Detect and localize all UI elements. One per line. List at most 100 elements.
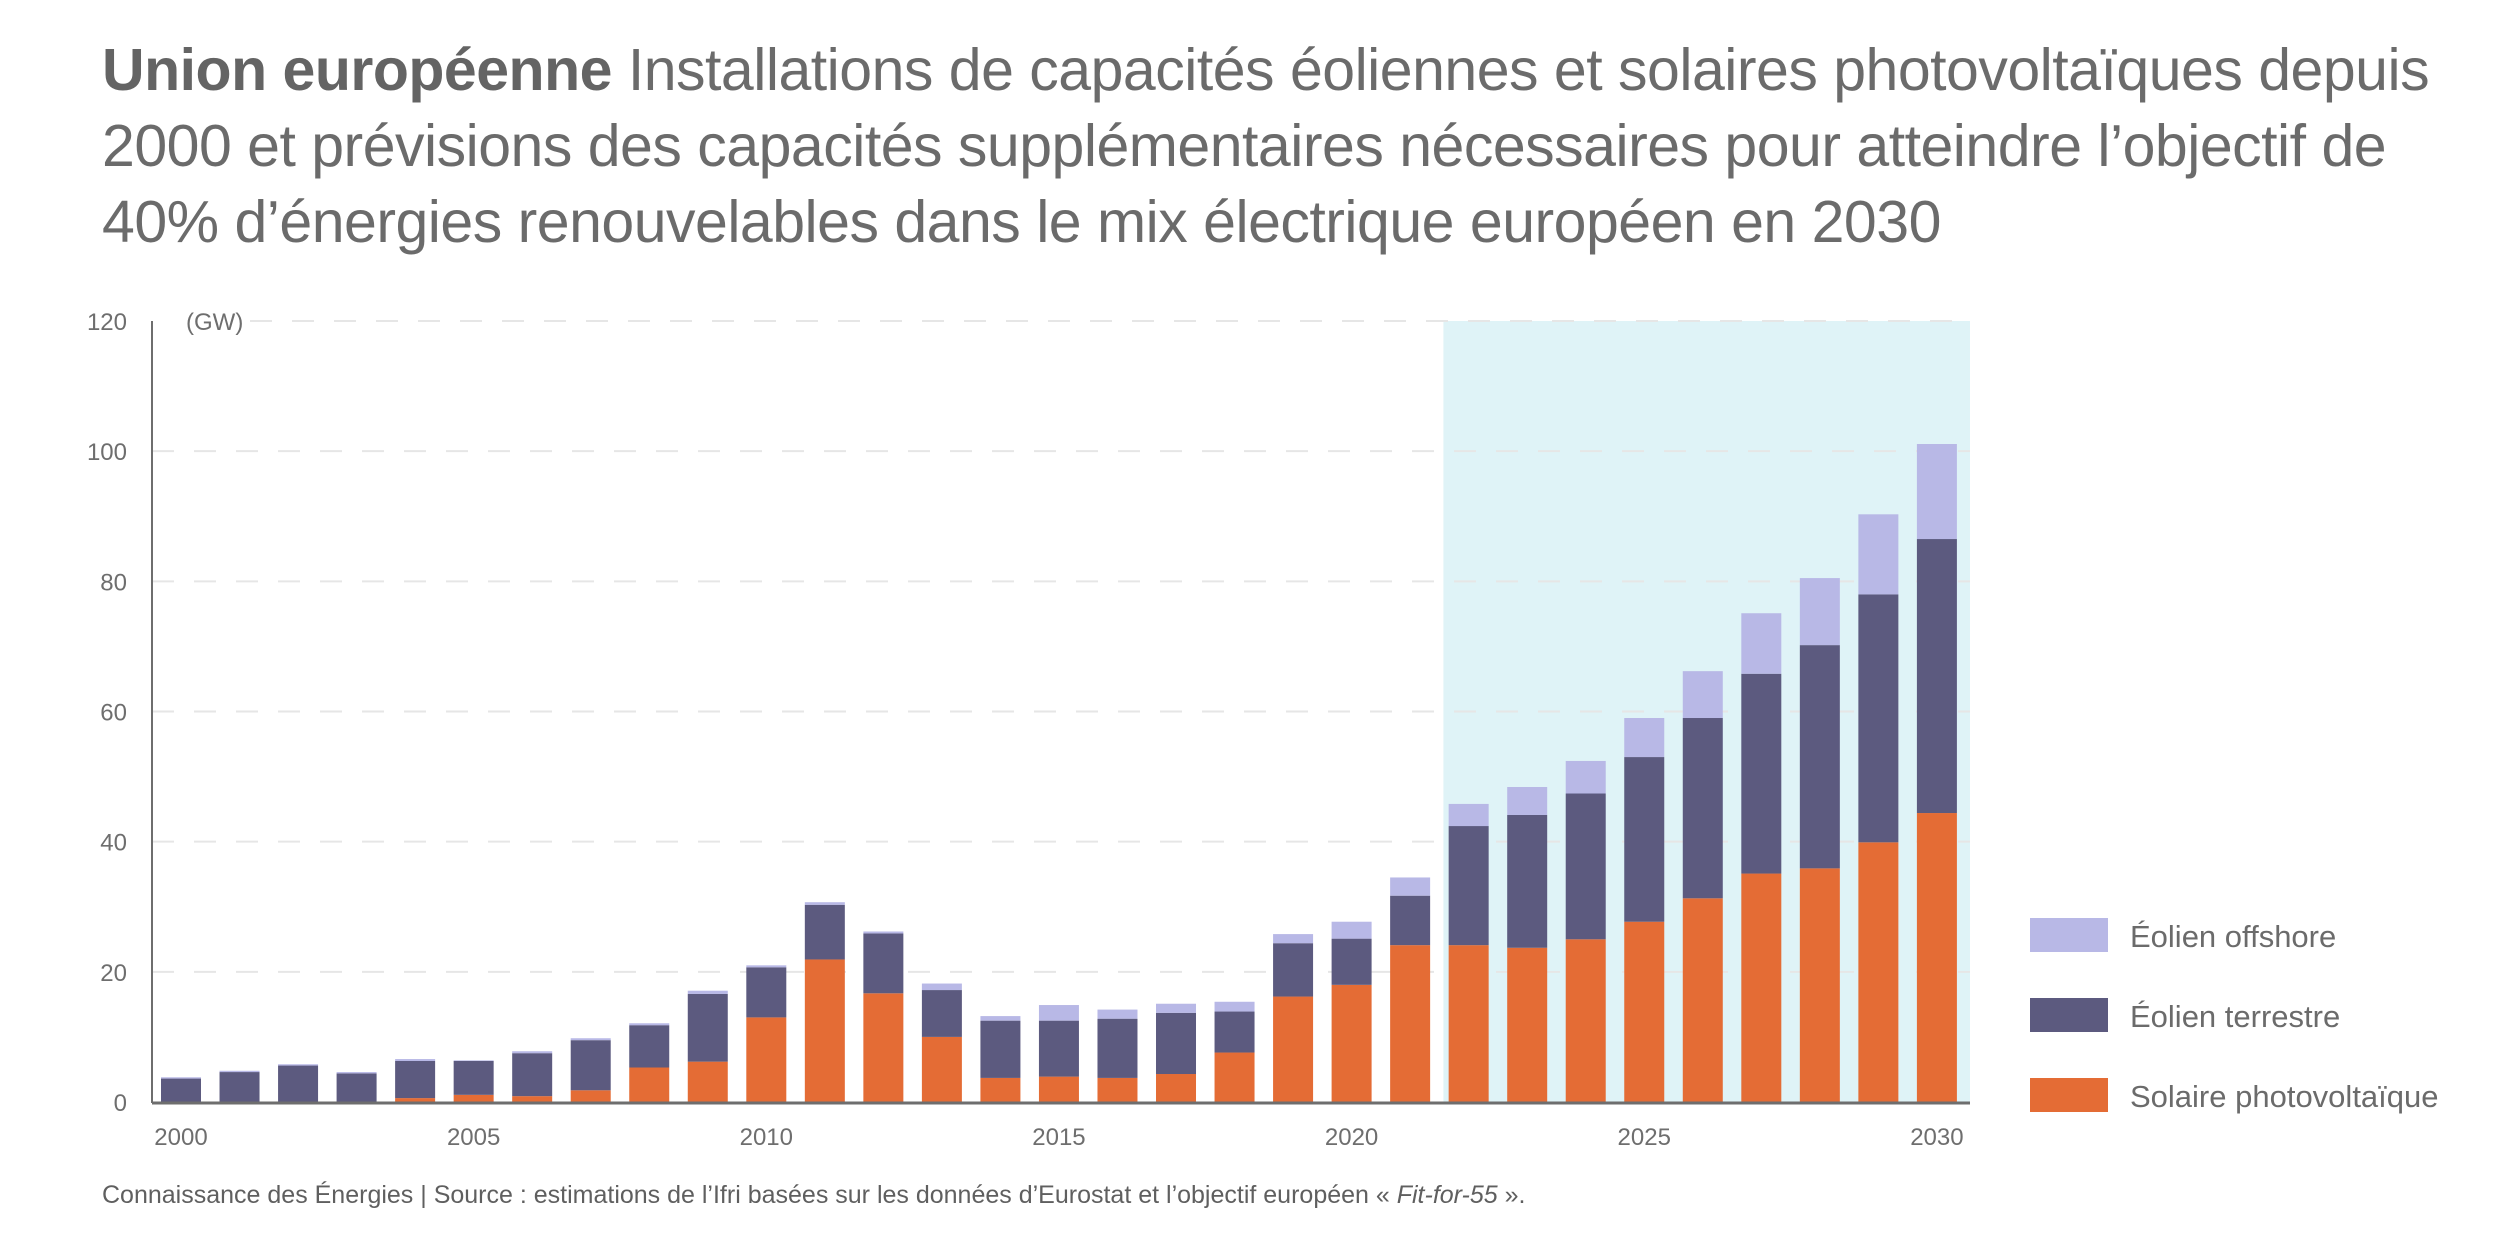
bar-onshore-2000 xyxy=(161,1078,201,1102)
bar-group-2003 xyxy=(336,1072,377,1102)
bar-offshore-2008 xyxy=(629,1023,670,1026)
footer-end: ». xyxy=(1497,1181,1526,1209)
bar-onshore-2028 xyxy=(1799,645,1840,869)
legend-label-offshore: Éolien offshore xyxy=(2130,919,2336,954)
bar-onshore-2010 xyxy=(746,967,787,1018)
bar-onshore-2006 xyxy=(512,1053,553,1097)
bar-onshore-2008 xyxy=(629,1025,670,1068)
bar-group-2027 xyxy=(1741,613,1782,1102)
bar-offshore-2005 xyxy=(453,1060,494,1061)
bar-onshore-2005 xyxy=(453,1060,494,1095)
bar-solar-2006 xyxy=(512,1096,553,1102)
source-footer: Connaissance des Énergies | Source : est… xyxy=(102,1181,1525,1210)
bar-group-2024 xyxy=(1565,760,1606,1102)
bar-group-2001 xyxy=(219,1070,260,1102)
bar-offshore-2004 xyxy=(395,1059,436,1061)
bar-solar-2014 xyxy=(980,1077,1021,1102)
bar-offshore-2026 xyxy=(1682,671,1723,719)
bar-group-2021 xyxy=(1390,877,1431,1102)
bar-group-2008 xyxy=(629,1023,670,1102)
bar-offshore-2017 xyxy=(1156,1003,1197,1013)
chart-title-bold: Union européenne xyxy=(102,37,612,103)
y-tick-label-80: 80 xyxy=(100,569,127,596)
bar-solar-2004 xyxy=(395,1098,436,1102)
bar-onshore-2015 xyxy=(1038,1020,1079,1077)
footer-italic: Fit-for-55 xyxy=(1396,1181,1498,1209)
bar-offshore-2006 xyxy=(512,1051,553,1054)
bar-onshore-2029 xyxy=(1858,594,1899,843)
legend-swatch-offshore xyxy=(2030,918,2108,952)
bar-solar-2016 xyxy=(1097,1077,1138,1102)
y-tick-label-0: 0 xyxy=(114,1090,127,1117)
bar-onshore-2018 xyxy=(1214,1011,1255,1053)
bars xyxy=(161,444,1957,1102)
y-tick-label-20: 20 xyxy=(100,960,127,987)
bar-onshore-2027 xyxy=(1741,673,1782,874)
footer-text: Connaissance des Énergies | Source : est… xyxy=(102,1181,1397,1209)
bar-offshore-2019 xyxy=(1273,934,1314,944)
bar-offshore-2023 xyxy=(1507,786,1548,815)
bar-solar-2011 xyxy=(804,959,845,1102)
bar-offshore-2029 xyxy=(1858,514,1899,595)
bar-offshore-2025 xyxy=(1624,718,1665,758)
bar-offshore-2020 xyxy=(1331,921,1372,939)
x-tick-label-2030: 2030 xyxy=(1910,1124,1963,1151)
bar-solar-2030 xyxy=(1916,813,1957,1102)
bar-offshore-2002 xyxy=(278,1064,319,1066)
bar-onshore-2007 xyxy=(570,1040,611,1091)
bar-onshore-2022 xyxy=(1448,826,1489,946)
bar-solar-2022 xyxy=(1448,945,1489,1102)
bar-solar-2017 xyxy=(1156,1074,1197,1102)
x-tick-label-2010: 2010 xyxy=(740,1124,793,1151)
bar-group-2004 xyxy=(395,1059,436,1102)
x-tick-label-2005: 2005 xyxy=(447,1124,500,1151)
gridlines xyxy=(152,320,1970,973)
legend-item-onshore: Éolien terrestre xyxy=(2030,998,2340,1034)
bar-solar-2026 xyxy=(1682,898,1723,1102)
bar-group-2020 xyxy=(1331,921,1372,1102)
bar-offshore-2024 xyxy=(1565,760,1606,794)
bar-onshore-2002 xyxy=(278,1065,319,1102)
legend: Éolien offshore Éolien terrestre Solaire p… xyxy=(2030,918,2439,1114)
bar-solar-2009 xyxy=(687,1061,728,1102)
bar-offshore-2014 xyxy=(980,1016,1021,1021)
bar-onshore-2030 xyxy=(1916,539,1957,814)
y-tick-label-120: 120 xyxy=(87,309,127,336)
bar-solar-2012 xyxy=(863,993,904,1102)
bar-offshore-2022 xyxy=(1448,803,1489,827)
legend-label-solar: Solaire photovoltaïque xyxy=(2130,1079,2439,1114)
bar-onshore-2012 xyxy=(863,933,904,994)
bar-solar-2023 xyxy=(1507,947,1548,1102)
bar-onshore-2017 xyxy=(1156,1012,1197,1075)
x-tick-label-2025: 2025 xyxy=(1618,1124,1671,1151)
bar-offshore-2027 xyxy=(1741,613,1782,674)
x-tick-labels: 2000 2005 2010 2015 2020 2025 2030 xyxy=(154,1124,1963,1151)
legend-label-onshore: Éolien terrestre xyxy=(2130,999,2340,1034)
bar-group-2029 xyxy=(1858,514,1899,1102)
bar-group-2011 xyxy=(804,902,845,1102)
bar-offshore-2003 xyxy=(336,1072,377,1074)
legend-item-solar: Solaire photovoltaïque xyxy=(2030,1078,2439,1114)
y-tick-label-60: 60 xyxy=(100,700,127,727)
bar-group-2019 xyxy=(1273,934,1314,1102)
bar-onshore-2023 xyxy=(1507,814,1548,948)
bar-group-2000 xyxy=(161,1077,201,1102)
x-tick-label-2000: 2000 xyxy=(154,1124,207,1151)
bar-offshore-2013 xyxy=(921,983,962,991)
bar-onshore-2004 xyxy=(395,1060,436,1099)
bar-group-2015 xyxy=(1038,1005,1079,1102)
bar-solar-2013 xyxy=(921,1036,962,1102)
bar-group-2030 xyxy=(1916,444,1957,1102)
bar-offshore-2010 xyxy=(746,965,787,968)
bar-solar-2027 xyxy=(1741,873,1782,1102)
bar-onshore-2001 xyxy=(219,1072,260,1102)
bar-offshore-2021 xyxy=(1390,877,1431,896)
bar-onshore-2013 xyxy=(921,990,962,1037)
legend-swatch-onshore xyxy=(2030,998,2108,1032)
bar-group-2026 xyxy=(1682,671,1723,1102)
bar-onshore-2009 xyxy=(687,993,728,1062)
bar-onshore-2011 xyxy=(804,904,845,960)
bar-group-2014 xyxy=(980,1016,1021,1102)
bar-onshore-2014 xyxy=(980,1020,1021,1078)
bar-onshore-2021 xyxy=(1390,895,1431,946)
